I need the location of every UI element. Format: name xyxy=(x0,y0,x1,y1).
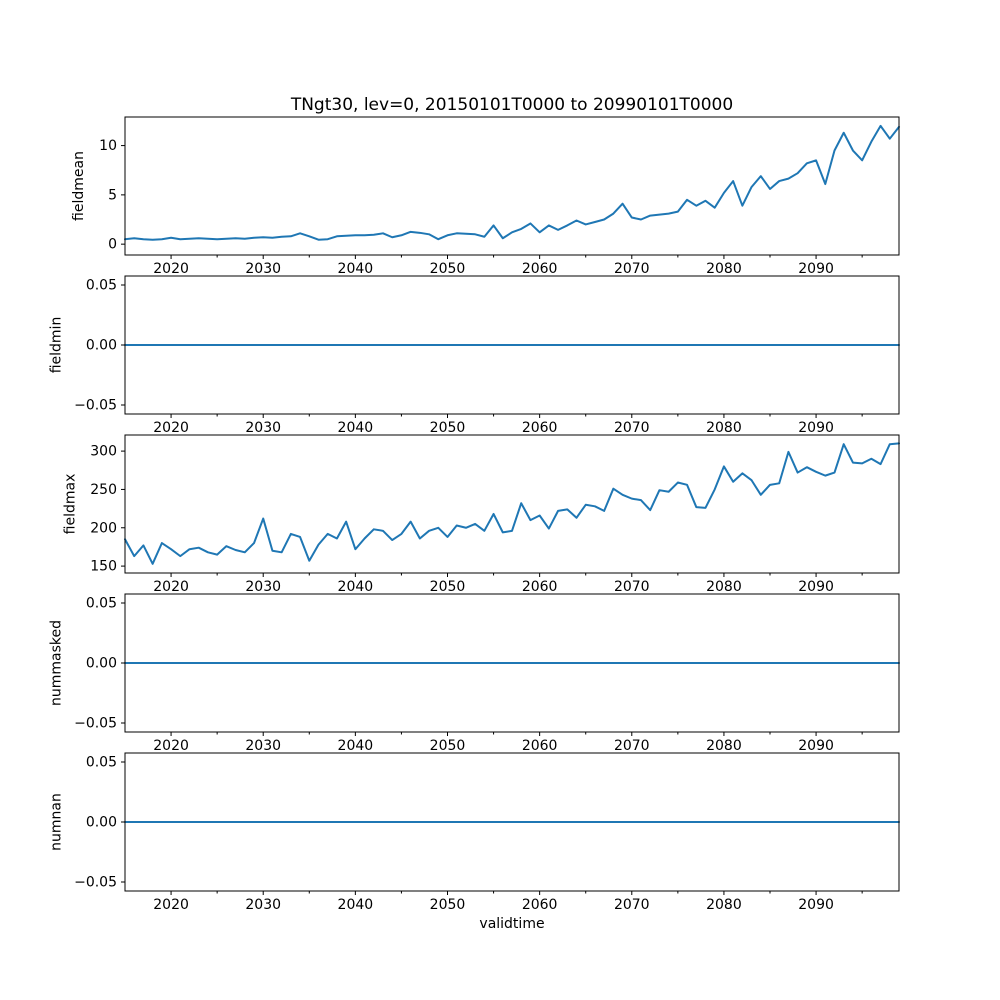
subplot-fieldmax: 2020 2030 2040 2050 2060 2070 2080 2090 150 200 25… xyxy=(62,434,900,595)
x-tick-label: 2030 xyxy=(245,579,281,595)
x-tick-label: 2090 xyxy=(798,738,834,754)
y-tick-label: 5 xyxy=(108,187,117,203)
fieldmax-spines xyxy=(124,434,900,574)
x-tick-label: 2040 xyxy=(338,738,374,754)
x-tick-label: 2090 xyxy=(798,579,834,595)
subplot-fieldmin: 2020 2030 2040 2050 2060 2070 2080 2090 −0.05 0.0… xyxy=(48,275,900,436)
x-tick-label: 2050 xyxy=(430,579,466,595)
x-tick-label: 2070 xyxy=(614,420,650,436)
x-tick-label: 2020 xyxy=(153,420,189,436)
x-tick-label: 2080 xyxy=(706,261,742,277)
x-tick-label: 2080 xyxy=(706,738,742,754)
x-tick-label: 2070 xyxy=(614,738,650,754)
y-tick-label: 10 xyxy=(99,138,117,154)
y-tick-label: 0.00 xyxy=(86,815,117,831)
x-tick-label: 2090 xyxy=(798,897,834,913)
x-tick-label: 2060 xyxy=(522,261,558,277)
y-tick-label: −0.05 xyxy=(74,398,117,414)
x-tick-label: 2020 xyxy=(153,579,189,595)
x-tick-label: 2070 xyxy=(614,579,650,595)
y-tick-label: −0.05 xyxy=(74,875,117,891)
y-axis-label-fieldmin: fieldmin xyxy=(48,317,64,374)
x-tick-label: 2040 xyxy=(338,261,374,277)
x-tick-label: 2040 xyxy=(338,897,374,913)
x-tick-label: 2030 xyxy=(245,738,281,754)
subplot-numnan: 2020 2030 2040 2050 2060 2070 2080 2090 −0.05 0.0… xyxy=(48,752,900,913)
x-tick-label: 2030 xyxy=(245,420,281,436)
x-tick-label: 2030 xyxy=(245,897,281,913)
x-tick-label: 2060 xyxy=(522,420,558,436)
x-tick-label: 2050 xyxy=(430,738,466,754)
fieldmax-line xyxy=(124,442,900,565)
y-tick-label: 0.05 xyxy=(86,755,117,771)
subplot-nummasked: 2020 2030 2040 2050 2060 2070 2080 2090 −0.05 0.0… xyxy=(48,593,900,754)
y-axis-label-nummasked: nummasked xyxy=(48,620,64,706)
x-tick-label: 2020 xyxy=(153,897,189,913)
fieldmean-line xyxy=(124,124,900,241)
x-tick-label: 2070 xyxy=(614,261,650,277)
y-tick-label: 0 xyxy=(108,237,117,253)
x-tick-label: 2020 xyxy=(153,738,189,754)
x-tick-label: 2040 xyxy=(338,579,374,595)
y-axis-label-fieldmean: fieldmean xyxy=(71,151,87,221)
y-tick-label: 0.00 xyxy=(86,656,117,672)
x-tick-label: 2060 xyxy=(522,897,558,913)
y-tick-label: 0.05 xyxy=(86,596,117,612)
y-tick-label: 150 xyxy=(90,559,117,575)
subplot-fieldmean: 2020 2030 2040 2050 2060 2070 2080 2090 0 5 10 fiel… xyxy=(71,116,900,277)
x-tick-label: 2060 xyxy=(522,579,558,595)
y-tick-label: 0.00 xyxy=(86,338,117,354)
y-tick-label: 0.05 xyxy=(86,278,117,294)
x-axis-label: validtime xyxy=(479,916,545,932)
x-tick-label: 2020 xyxy=(153,261,189,277)
x-tick-label: 2090 xyxy=(798,420,834,436)
x-tick-label: 2050 xyxy=(430,261,466,277)
x-tick-label: 2070 xyxy=(614,897,650,913)
x-tick-label: 2060 xyxy=(522,738,558,754)
fieldmean-spines xyxy=(124,116,900,256)
x-tick-label: 2080 xyxy=(706,420,742,436)
y-axis-label-numnan: numnan xyxy=(48,793,64,851)
x-tick-label: 2050 xyxy=(430,420,466,436)
y-tick-label: 250 xyxy=(90,482,117,498)
x-tick-label: 2080 xyxy=(706,897,742,913)
y-tick-label: 200 xyxy=(90,520,117,536)
x-tick-label: 2090 xyxy=(798,261,834,277)
x-tick-label: 2030 xyxy=(245,261,281,277)
chart-title: TNgt30, lev=0, 20150101T0000 to 20990101… xyxy=(290,95,734,115)
y-tick-label: −0.05 xyxy=(74,716,117,732)
y-axis-label-fieldmax: fieldmax xyxy=(62,474,78,535)
x-tick-label: 2040 xyxy=(338,420,374,436)
x-tick-label: 2080 xyxy=(706,579,742,595)
y-tick-label: 300 xyxy=(90,444,117,460)
x-tick-label: 2050 xyxy=(430,897,466,913)
